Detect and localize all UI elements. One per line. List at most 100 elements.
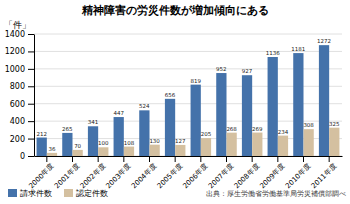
data-label: 656 xyxy=(165,92,176,98)
y-tick: 400 xyxy=(10,117,34,126)
x-tick-mark xyxy=(200,156,201,162)
y-tick-label: 200 xyxy=(10,135,25,144)
x-tick: 2005年度 xyxy=(156,156,184,190)
y-axis-label: 「件」 xyxy=(4,20,31,30)
x-tick-mark xyxy=(98,156,99,162)
data-label: 447 xyxy=(113,110,124,116)
x-tick: 2009年度 xyxy=(258,156,286,190)
y-tick-mark xyxy=(28,34,34,35)
x-tick-mark xyxy=(46,156,47,162)
x-tick-label: 2000年度 xyxy=(27,162,55,190)
legend-swatch xyxy=(64,189,73,197)
series xyxy=(37,45,330,156)
data-label: 205 xyxy=(201,131,212,137)
x-tick-mark xyxy=(175,156,176,162)
chart: 精神障害の労災件数が増加傾向にある 0 200 400 600 800 1000 1200 14… xyxy=(0,0,350,204)
data-label: 36 xyxy=(48,146,55,152)
y-tick-mark xyxy=(28,51,34,52)
y-tick-mark xyxy=(28,156,34,157)
data-label: 130 xyxy=(149,138,160,144)
x-tick-mark xyxy=(329,156,330,162)
data-label: 212 xyxy=(36,131,47,137)
y-tick-mark xyxy=(28,104,34,105)
bar xyxy=(88,126,98,156)
x-tick: 2003年度 xyxy=(104,156,132,190)
y-tick: 1000 xyxy=(5,65,34,74)
legend-item: 認定件数 xyxy=(64,189,108,198)
data-label: 341 xyxy=(88,119,99,125)
bar xyxy=(216,73,226,156)
x-tick-label: 2009年度 xyxy=(258,162,286,190)
legend-swatch xyxy=(8,189,17,197)
bar xyxy=(62,133,72,156)
x-tick: 2001年度 xyxy=(53,156,81,190)
y-tick-mark xyxy=(28,121,34,122)
data-label: 308 xyxy=(303,122,314,128)
bar xyxy=(293,53,303,156)
x-tick-label: 2001年度 xyxy=(53,162,81,190)
bar xyxy=(47,153,57,156)
bar xyxy=(191,85,201,156)
data-label: 1181 xyxy=(291,46,305,52)
data-label: 524 xyxy=(139,103,150,109)
title: 精神障害の労災件数が増加傾向にある xyxy=(81,4,269,17)
data-label: 268 xyxy=(226,126,237,132)
data-labels: 2122653414475246568199529271136118112723… xyxy=(36,38,340,152)
y-tick: 200 xyxy=(10,135,34,144)
x-tick-label: 2010年度 xyxy=(284,162,312,190)
legend-label: 認定件数 xyxy=(76,189,108,198)
x-tick: 2006年度 xyxy=(181,156,209,190)
y-tick-mark xyxy=(28,139,34,140)
bar xyxy=(150,145,160,156)
bar xyxy=(227,133,237,156)
bar xyxy=(165,99,175,156)
y-tick: 1400 xyxy=(5,30,34,39)
y-tick-label: 1400 xyxy=(5,30,25,39)
x-tick-mark xyxy=(123,156,124,162)
bar xyxy=(98,147,108,156)
data-label: 127 xyxy=(175,138,186,144)
legend-item: 請求件数 xyxy=(8,189,52,198)
x-axis-line xyxy=(35,156,343,157)
data-label: 325 xyxy=(329,121,340,127)
legend: 請求件数 認定件数 xyxy=(8,189,108,198)
x-tick-mark xyxy=(252,156,253,162)
series xyxy=(47,128,340,156)
y-tick-label: 800 xyxy=(10,82,25,91)
data-label: 927 xyxy=(242,68,253,74)
bar xyxy=(252,133,262,156)
y-tick: 800 xyxy=(10,82,34,91)
x-tick: 2000年度 xyxy=(27,156,55,190)
y-tick-label: 400 xyxy=(10,117,25,126)
bar xyxy=(278,136,288,156)
y-tick-label: 0 xyxy=(20,152,25,161)
y-tick-label: 1200 xyxy=(5,47,25,56)
data-label: 70 xyxy=(74,143,81,149)
bar xyxy=(124,147,134,156)
bar xyxy=(242,75,252,156)
y-tick-label: 600 xyxy=(10,100,25,109)
y-axis: 0 200 400 600 800 1000 1200 1400 xyxy=(5,30,35,161)
data-label: 265 xyxy=(62,126,73,132)
grid xyxy=(34,34,342,156)
y-tick-label: 1000 xyxy=(5,65,25,74)
x-tick-mark xyxy=(226,156,227,162)
data-label: 234 xyxy=(278,129,289,135)
bar xyxy=(114,117,124,156)
data-label: 952 xyxy=(216,66,227,72)
bar xyxy=(304,129,314,156)
data-label: 1272 xyxy=(317,38,331,44)
x-tick-mark xyxy=(149,156,150,162)
x-tick-label: 2006年度 xyxy=(181,162,209,190)
x-tick: 2007年度 xyxy=(207,156,235,190)
bar xyxy=(73,150,83,156)
y-tick: 1200 xyxy=(5,47,34,56)
x-axis: 2000年度2001年度2002年度2003年度2004年度2005年度2006… xyxy=(27,156,342,190)
bar xyxy=(139,110,149,156)
x-tick: 2011年度 xyxy=(310,156,338,190)
data-label: 100 xyxy=(98,140,109,146)
x-tick: 2002年度 xyxy=(79,156,107,190)
x-tick-label: 2004年度 xyxy=(130,162,158,190)
x-tick-mark xyxy=(277,156,278,162)
y-tick-mark xyxy=(28,86,34,87)
